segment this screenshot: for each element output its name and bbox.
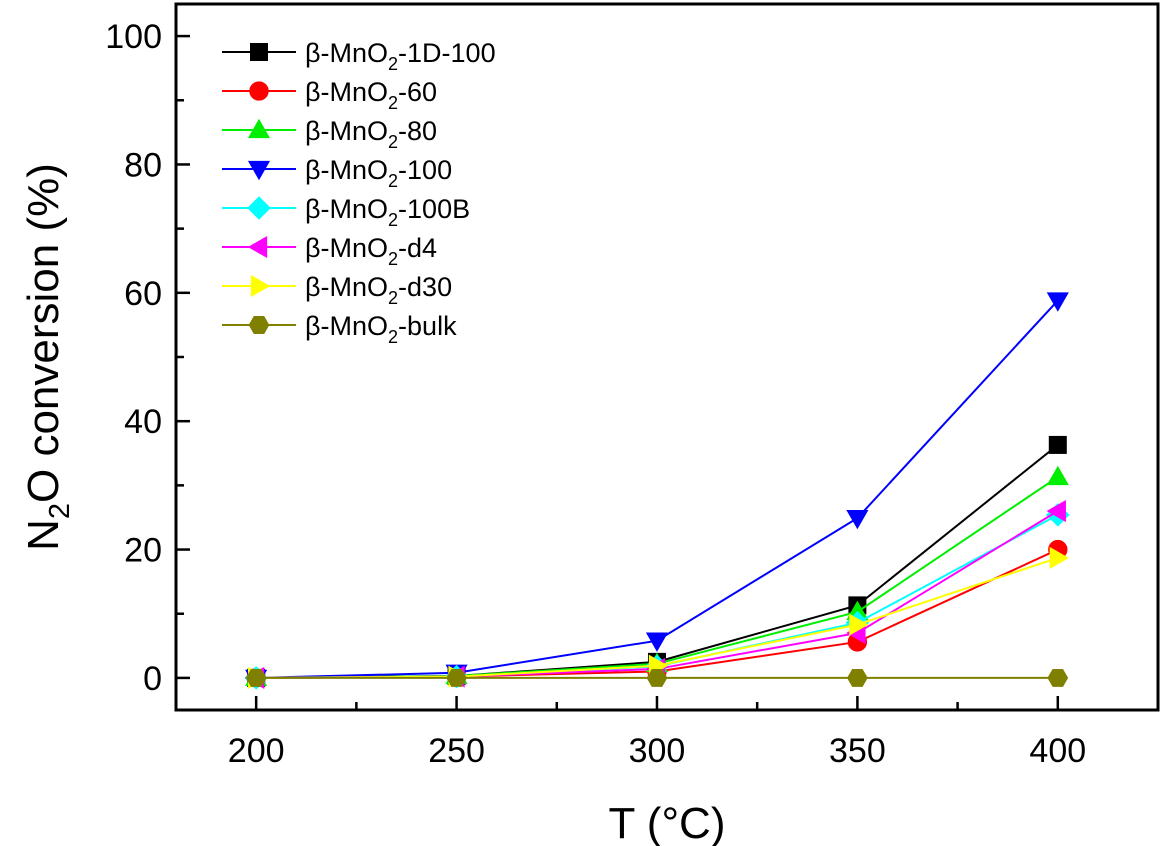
legend-label-suffix: -d30 bbox=[398, 272, 452, 302]
y-tick-label: 20 bbox=[124, 532, 162, 570]
legend-label-suffix: -60 bbox=[398, 77, 437, 107]
y-axis-title-part1: N bbox=[19, 519, 68, 551]
x-axis-title: T (°C) bbox=[609, 799, 726, 846]
legend-marker bbox=[250, 274, 271, 298]
legend-label-subscript: 2 bbox=[388, 132, 398, 152]
data-point bbox=[846, 509, 869, 530]
data-point bbox=[645, 632, 669, 652]
legend-label-subscript: 2 bbox=[388, 288, 398, 308]
legend-label-prefix: β-MnO bbox=[305, 272, 388, 302]
legend-label-suffix: -1D-100 bbox=[398, 38, 496, 68]
legend-marker bbox=[249, 81, 269, 101]
legend-item: β-MnO2-d30 bbox=[222, 272, 452, 308]
x-tick-label: 350 bbox=[829, 732, 886, 770]
legend-item: β-MnO2-80 bbox=[222, 116, 437, 152]
data-point bbox=[1047, 668, 1069, 687]
legend-label: β-MnO2-100 bbox=[305, 155, 452, 191]
y-tick-label: 60 bbox=[124, 275, 162, 313]
legend-item: β-MnO2-100B bbox=[222, 194, 470, 230]
legend-label-subscript: 2 bbox=[388, 249, 398, 269]
series-6 bbox=[248, 546, 1070, 689]
legend-label-prefix: β-MnO bbox=[305, 38, 388, 68]
legend-label-subscript: 2 bbox=[388, 93, 398, 113]
legend-item: β-MnO2-d4 bbox=[222, 233, 437, 269]
legend-item: β-MnO2-bulk bbox=[222, 311, 457, 347]
legend-item: β-MnO2-60 bbox=[222, 77, 437, 113]
legend-label-subscript: 2 bbox=[388, 327, 398, 347]
plot-frame bbox=[174, 2, 1160, 712]
legend-label-subscript: 2 bbox=[388, 171, 398, 191]
data-point bbox=[1046, 292, 1069, 312]
legend-marker bbox=[247, 118, 271, 139]
series-line bbox=[256, 299, 1059, 679]
y-tick-label: 100 bbox=[105, 18, 162, 56]
legend-label: β-MnO2-d30 bbox=[305, 272, 452, 308]
legend-label-suffix: -100 bbox=[398, 155, 452, 185]
legend-item: β-MnO2-1D-100 bbox=[222, 38, 496, 74]
legend-label-prefix: β-MnO bbox=[305, 194, 388, 224]
legend-label-subscript: 2 bbox=[388, 210, 398, 230]
x-tick-label: 200 bbox=[228, 732, 285, 770]
series-3 bbox=[245, 292, 1069, 690]
legend-label-prefix: β-MnO bbox=[305, 77, 388, 107]
legend-marker bbox=[250, 43, 268, 61]
data-point bbox=[1048, 435, 1067, 454]
x-tick-label: 250 bbox=[428, 732, 485, 770]
legend-label-suffix: -80 bbox=[398, 116, 437, 146]
legend-marker bbox=[248, 316, 270, 334]
data-point bbox=[646, 668, 668, 687]
legend-label: β-MnO2-80 bbox=[305, 116, 437, 152]
legend-label-prefix: β-MnO bbox=[305, 233, 388, 263]
y-axis-title-part2: O conversion (%) bbox=[19, 163, 68, 503]
data-point bbox=[847, 668, 868, 687]
y-axis-title-subscript: 2 bbox=[44, 503, 76, 519]
data-point bbox=[1049, 546, 1070, 569]
legend-label: β-MnO2-bulk bbox=[305, 311, 457, 347]
y-tick-label: 80 bbox=[124, 146, 162, 184]
axis-ticks: 200 250 300 350 400 0 20 40 60 80 100 bbox=[105, 18, 1086, 770]
x-tick-label: 300 bbox=[629, 732, 686, 770]
legend-label-subscript: 2 bbox=[388, 54, 398, 74]
legend-marker bbox=[247, 235, 268, 259]
legend-label-prefix: β-MnO bbox=[305, 116, 388, 146]
legend-label-suffix: -bulk bbox=[398, 311, 457, 341]
series-layer bbox=[244, 292, 1070, 690]
legend: β-MnO2-1D-100β-MnO2-60β-MnO2-80β-MnO2-10… bbox=[222, 38, 496, 347]
data-point bbox=[245, 668, 267, 687]
legend-label-suffix: -100B bbox=[398, 194, 470, 224]
legend-item: β-MnO2-100 bbox=[222, 155, 452, 191]
y-tick-label: 40 bbox=[124, 403, 162, 441]
legend-label-suffix: -d4 bbox=[398, 233, 437, 263]
legend-label: β-MnO2-100B bbox=[305, 194, 470, 230]
legend-label-prefix: β-MnO bbox=[305, 311, 388, 341]
y-axis-title: N2O conversion (%) bbox=[19, 163, 76, 551]
x-tick-label: 400 bbox=[1029, 732, 1086, 770]
data-point bbox=[1046, 499, 1066, 523]
legend-label: β-MnO2-1D-100 bbox=[305, 38, 496, 74]
legend-label: β-MnO2-60 bbox=[305, 77, 437, 113]
data-point bbox=[1046, 465, 1069, 486]
legend-marker bbox=[247, 160, 271, 181]
legend-label-prefix: β-MnO bbox=[305, 155, 388, 185]
data-point bbox=[849, 613, 869, 636]
legend-marker bbox=[247, 196, 271, 220]
data-point bbox=[446, 668, 467, 687]
legend-label: β-MnO2-d4 bbox=[305, 233, 437, 269]
series-7 bbox=[245, 668, 1069, 687]
y-tick-label: 0 bbox=[143, 660, 162, 698]
